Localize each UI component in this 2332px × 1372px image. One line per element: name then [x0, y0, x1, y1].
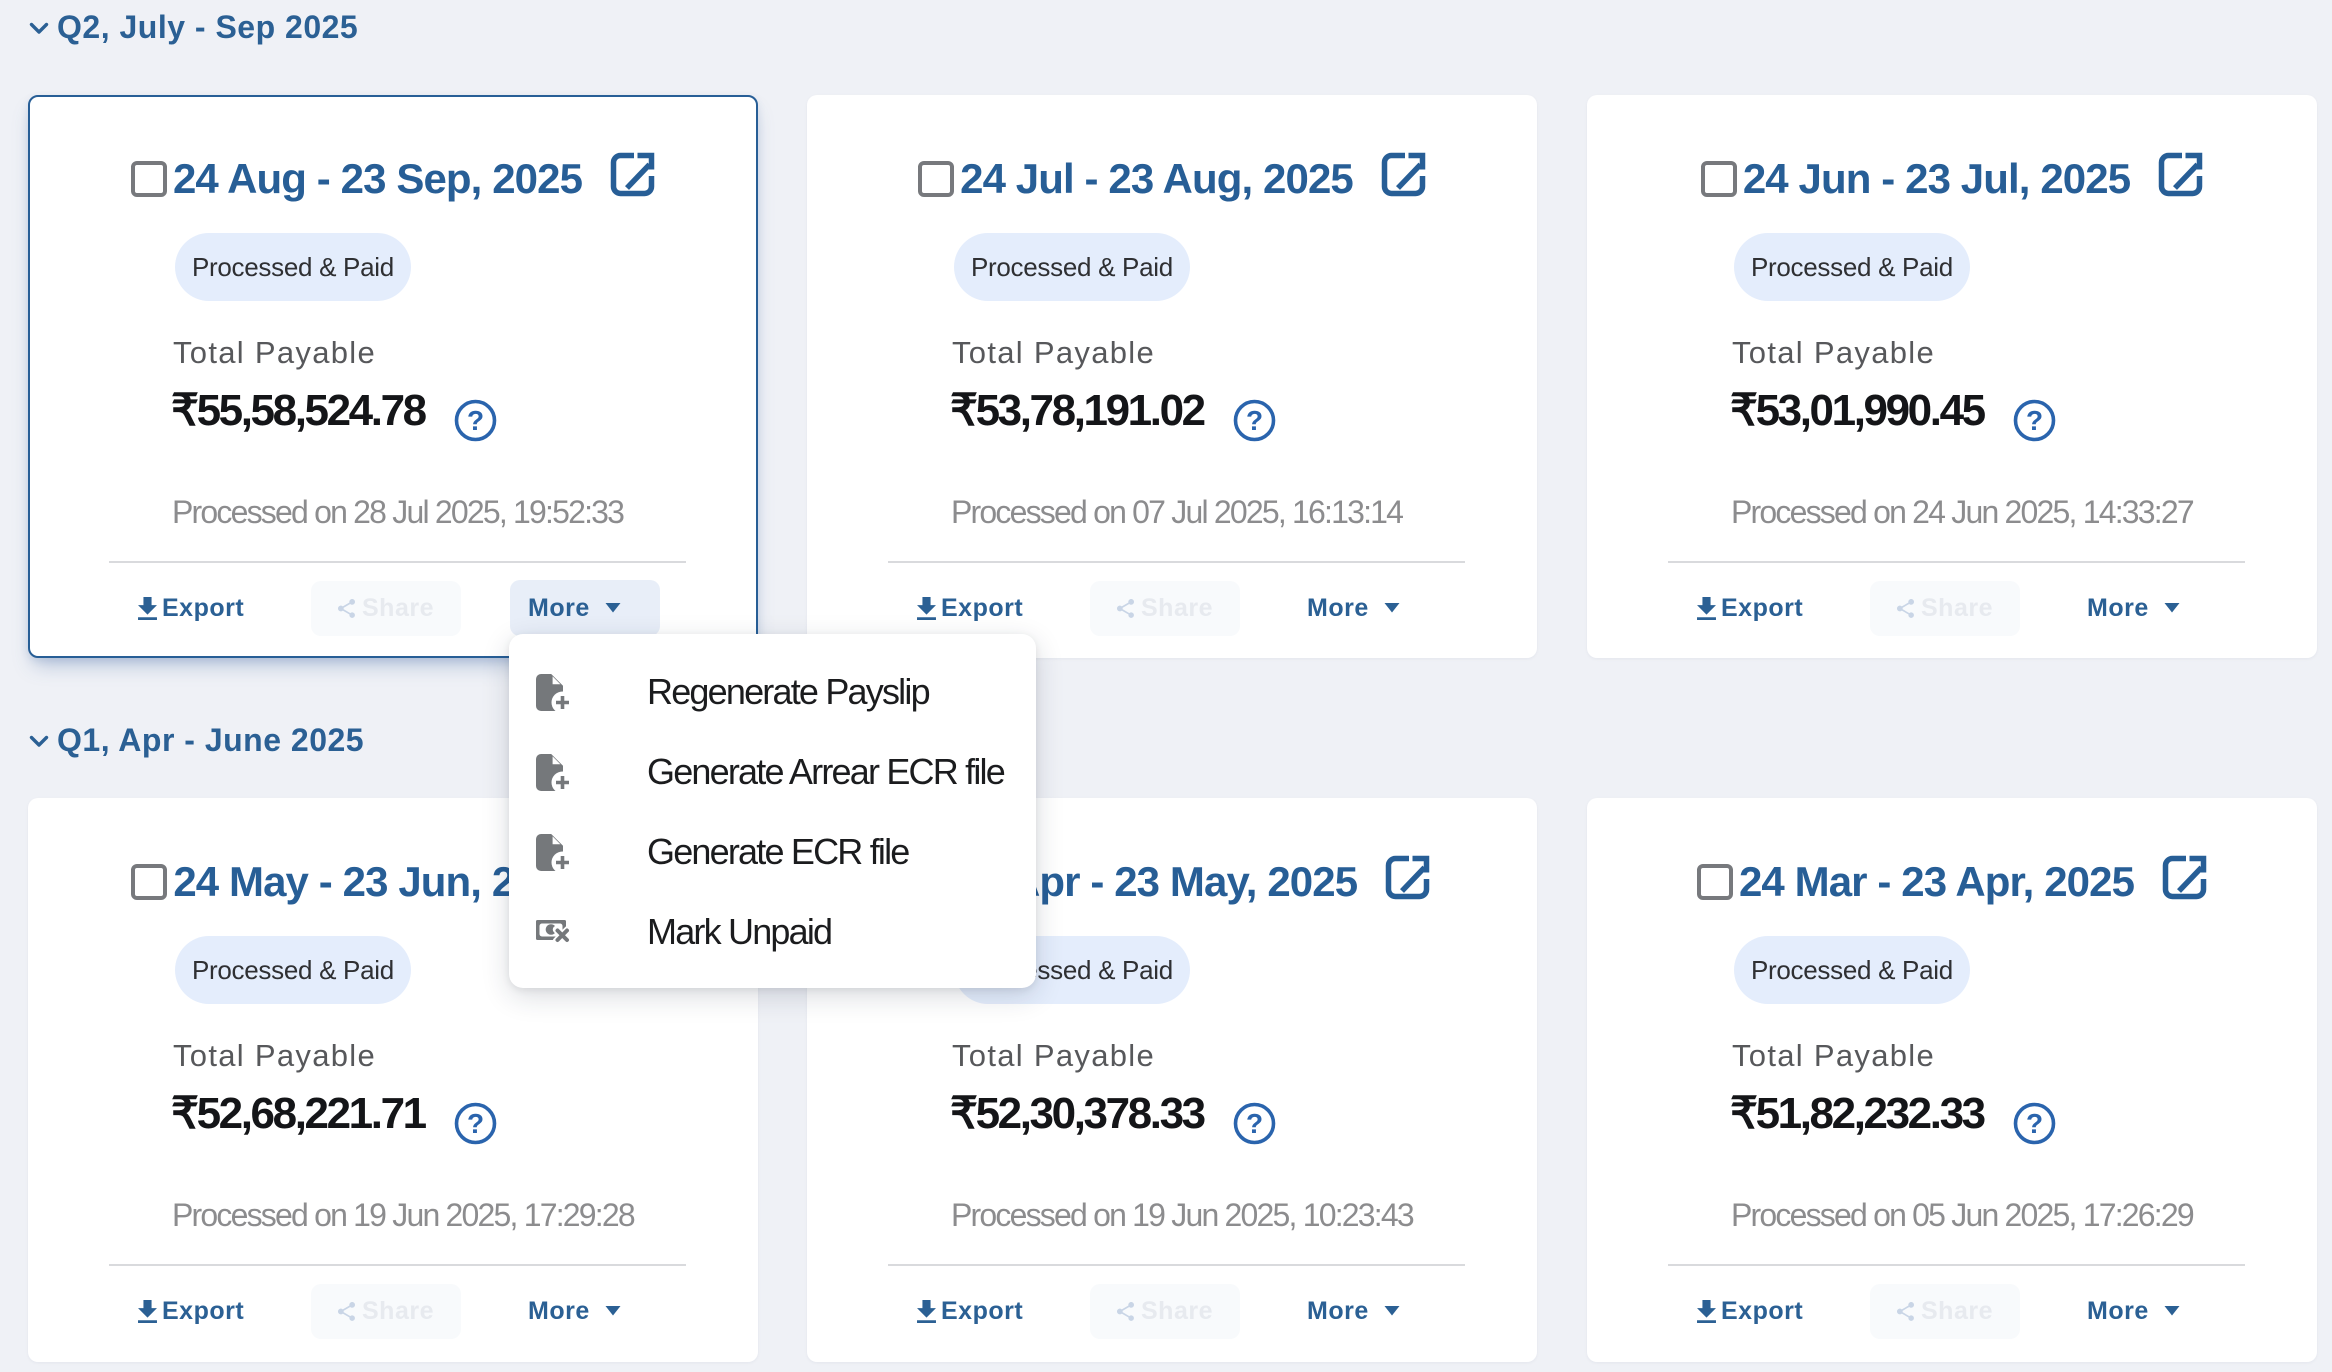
svg-text:?: ? — [2026, 1108, 2043, 1139]
svg-text:?: ? — [2026, 405, 2043, 436]
svg-text:?: ? — [467, 405, 484, 436]
svg-text:?: ? — [1246, 1108, 1263, 1139]
svg-text:?: ? — [467, 1108, 484, 1139]
svg-text:?: ? — [1246, 405, 1263, 436]
